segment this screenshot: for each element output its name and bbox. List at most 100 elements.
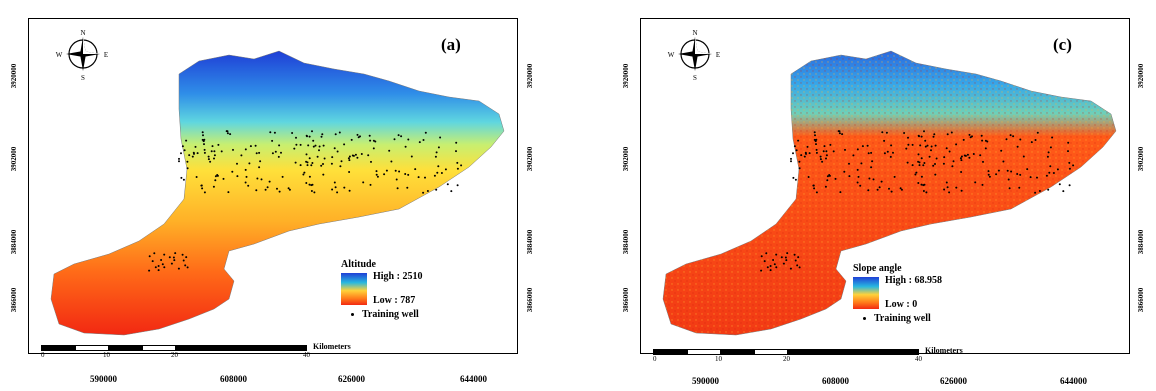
training-well-dot bbox=[347, 157, 350, 160]
training-well-dot bbox=[960, 159, 963, 162]
training-well-dot bbox=[923, 162, 926, 164]
training-well-dot bbox=[926, 144, 929, 147]
training-well-dot bbox=[229, 133, 232, 136]
training-well-dot bbox=[1030, 141, 1033, 144]
training-well-dot bbox=[303, 171, 306, 174]
training-well-dot bbox=[336, 191, 339, 194]
training-well-dot bbox=[440, 172, 443, 174]
training-well-dot bbox=[959, 157, 962, 160]
training-well-dot bbox=[436, 171, 439, 174]
training-well-dot bbox=[1056, 168, 1059, 171]
training-well-dot bbox=[1058, 183, 1061, 186]
training-well-dot bbox=[861, 145, 864, 148]
training-well-dot bbox=[934, 163, 936, 165]
training-well-dot bbox=[394, 169, 397, 172]
training-well-dot bbox=[883, 139, 886, 142]
training-well-dot bbox=[988, 175, 991, 178]
legend-low: Low : 787 bbox=[373, 295, 416, 306]
training-well-dot bbox=[1038, 190, 1041, 192]
training-well-dot bbox=[860, 162, 863, 165]
training-well-dot bbox=[154, 266, 157, 269]
training-well-dot bbox=[178, 157, 180, 160]
training-well-dot bbox=[216, 174, 219, 176]
training-well-dot bbox=[258, 166, 261, 169]
training-well-dot bbox=[1046, 155, 1049, 158]
training-well-dot bbox=[880, 180, 883, 183]
training-well-dot bbox=[201, 187, 204, 190]
training-well-dot bbox=[775, 253, 778, 256]
training-well-dot bbox=[321, 133, 324, 136]
training-well-dot bbox=[276, 187, 278, 190]
training-well-dot bbox=[302, 173, 305, 176]
y-tick-right-1: 3920000 bbox=[526, 63, 534, 89]
training-well-dot bbox=[320, 164, 323, 167]
training-well-dot bbox=[222, 177, 225, 180]
training-well-dot bbox=[1047, 151, 1050, 154]
training-well-dot bbox=[236, 175, 239, 178]
training-well-dot bbox=[785, 259, 788, 262]
training-well-dot bbox=[828, 174, 831, 176]
training-well-dot bbox=[899, 187, 902, 190]
training-well-dot bbox=[291, 132, 294, 134]
training-well-dot bbox=[923, 183, 926, 186]
training-well-dot bbox=[886, 150, 889, 153]
training-well-dot bbox=[163, 253, 166, 256]
training-well-dot bbox=[794, 259, 797, 262]
training-well-dot bbox=[455, 150, 457, 153]
training-well-dot bbox=[907, 136, 909, 139]
training-well-dot bbox=[763, 260, 766, 263]
training-well-dot bbox=[832, 150, 835, 153]
compass-rose-icon: N S E W bbox=[668, 29, 720, 81]
training-well-dot bbox=[194, 145, 197, 148]
training-well-dot bbox=[876, 188, 879, 191]
training-well-dot bbox=[153, 252, 156, 255]
training-well-dot bbox=[980, 134, 983, 137]
training-well-dot bbox=[331, 156, 334, 159]
scale-bar: 0 10 20 40 Kilometers bbox=[41, 342, 351, 359]
training-well-dot bbox=[1019, 173, 1022, 176]
compass-s: S bbox=[81, 74, 85, 81]
training-well-dot bbox=[214, 179, 217, 182]
training-well-dot bbox=[360, 153, 363, 155]
training-well-dot bbox=[920, 157, 923, 160]
training-well-dot bbox=[843, 170, 846, 173]
training-well-dot bbox=[930, 149, 932, 152]
training-well-dot bbox=[1019, 138, 1022, 141]
training-well-dot bbox=[935, 157, 938, 160]
training-well-dot bbox=[794, 178, 797, 181]
training-well-dot bbox=[1034, 139, 1037, 141]
training-well-dot bbox=[798, 167, 801, 170]
training-well-dot bbox=[299, 143, 302, 146]
training-well-dot bbox=[271, 139, 274, 142]
compass-w: W bbox=[668, 51, 675, 59]
training-well-dot bbox=[1036, 131, 1039, 134]
training-well-dot bbox=[264, 188, 267, 191]
training-well-dot bbox=[404, 173, 407, 175]
training-well-dot bbox=[456, 167, 459, 170]
scale-bar: 0 10 20 40 Kilometers bbox=[653, 346, 983, 363]
x-tick-2: 608000 bbox=[822, 376, 849, 386]
training-well-dot bbox=[803, 155, 806, 158]
training-well-dot bbox=[281, 175, 284, 178]
y-tick-left-3: 3884000 bbox=[622, 229, 630, 255]
training-well-dot bbox=[295, 136, 297, 139]
training-well-dot bbox=[852, 154, 855, 157]
training-well-dot bbox=[917, 182, 920, 184]
training-well-dot bbox=[186, 167, 189, 170]
map-panel-slope: (c) N S E W Slope angle bbox=[600, 0, 1156, 391]
training-well-dot bbox=[892, 151, 894, 154]
training-well-dot bbox=[245, 175, 248, 178]
training-well-dot bbox=[333, 147, 336, 150]
training-well-dot bbox=[217, 143, 220, 146]
training-well-dot bbox=[960, 155, 963, 158]
training-well-dot bbox=[870, 166, 873, 169]
training-well-dot bbox=[244, 181, 247, 184]
training-well-dot bbox=[236, 162, 238, 165]
training-well-dot bbox=[871, 160, 874, 163]
legend-training-well: Training well bbox=[351, 309, 419, 320]
training-well-dot bbox=[960, 171, 963, 173]
training-well-dot bbox=[311, 183, 314, 186]
training-well-dot bbox=[815, 138, 818, 141]
y-tick-left-1: 3920000 bbox=[10, 63, 18, 89]
training-well-dot bbox=[952, 160, 955, 163]
